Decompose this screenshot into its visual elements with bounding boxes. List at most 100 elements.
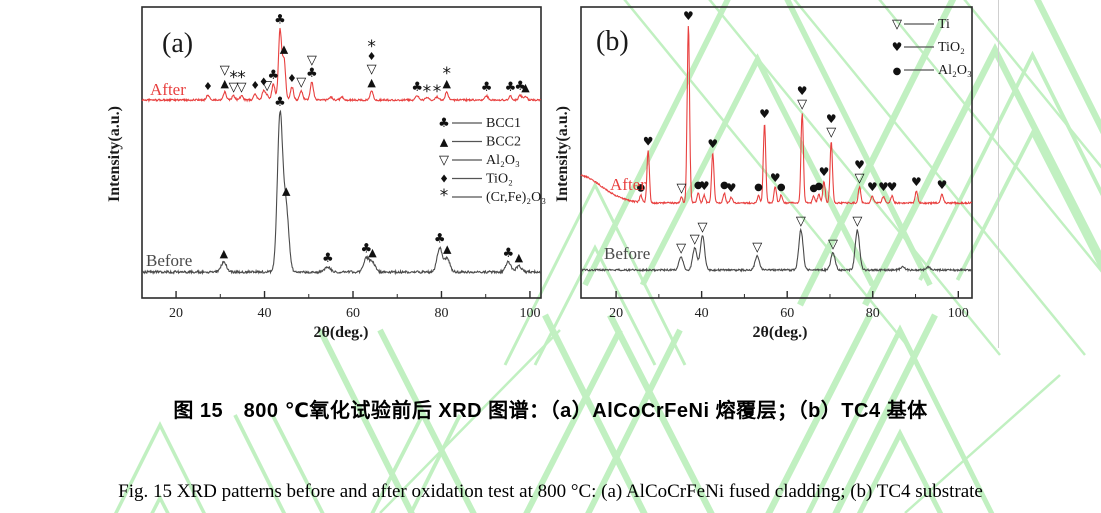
plot-a-peak-marker: ♣ [481,80,493,95]
plot-a-peak-marker: ♦ [250,79,260,92]
plot-b-tick-label-60: 60 [780,306,794,321]
plot-b-peak-marker: ● [814,181,823,192]
plot-a-tick-label-60: 60 [346,306,360,321]
legend-symbol-TiO₂: ♦ [439,173,449,186]
watermark-chevron-inner [607,313,873,513]
panel-a-before-label: Before [146,251,192,270]
plot-a-peak-marker: * [229,68,238,88]
plot-b-peak-marker: ♥ [867,180,878,194]
plot-a-peak-marker: ▽ [237,80,247,95]
plot-b-peak-marker: ♥ [699,179,710,193]
plot-b-peak-marker: ▽ [854,171,864,186]
legend-label-Al₂O₃: Al₂O₃ [938,63,972,78]
plot-b-peak-marker: ♥ [826,112,837,126]
legend-label-TiO₂: TiO₂ [486,172,513,187]
plot-a-peak-marker: ♣ [274,13,286,28]
panel-b-before-label: Before [604,244,650,263]
plot-a-peak-marker: ♣ [411,80,423,95]
plot-a-peak-marker: ▲ [220,77,229,90]
plot-b-peak-marker: ● [809,183,818,194]
panel-b-label: (b) [596,26,629,57]
plot-a-peak-marker: ♣ [274,95,286,110]
plot-b-peak-marker: ● [637,182,646,193]
watermark-chevron-inner [862,43,1101,307]
plot-b-peak-marker: ● [720,180,729,191]
plot-a-peak-marker: ♣ [514,79,526,94]
plot-a-peak-marker: * [433,82,442,102]
plot-a-peak-marker: ▽ [307,53,317,68]
watermark-chevron-inner [270,414,425,513]
watermark-chevron-outer [582,0,933,287]
plot-b-curve-before [580,227,972,273]
plot-a-legend: ♣ BCC1 ▲ BCC2 ▽ Al₂O₃ ♦ TiO₂ * (Cr,Fe)₂O₃ [438,116,546,206]
plot-a-frame [141,6,542,299]
plot-b-frame [580,6,973,299]
watermark-chevron-inner [377,328,623,513]
watermark-chevron-outer [797,0,1101,307]
plot-b: 20 40 60 80 100●♥▽♥●♥♥●♥ ●♥♥●▽♥●●♥▽♥▽♥♥ ♥♥ ♥ ♥▽▽… [580,6,973,321]
plot-a-peak-marker: ▽ [367,62,377,77]
legend-symbol-BCC2: ▲ [440,136,449,149]
plot-a-peak-marker: ▲ [521,81,530,94]
plot-a-peak-marker: ♦ [287,72,297,85]
watermark-chevron [542,313,938,513]
plot-a-tick-label-100: 100 [519,306,540,321]
plot-a-peak-marker: * [423,82,432,102]
plot-a-peak-marker: ▽ [296,75,306,90]
plot-a-tick-label-20: 20 [169,306,183,321]
watermark-chevron-outer [503,181,687,366]
plot-b-peak-marker: ♥ [854,158,865,172]
plot-a-peak-marker: ▽ [262,78,272,93]
watermark-diagonal [623,0,916,356]
legend-symbol-TiO₂: ♥ [892,40,903,54]
plot-b-peak-marker: ▽ [697,220,707,235]
plot-b-peak-marker: ♥ [770,171,781,185]
panel-b-xaxis-label: 2θ(deg.) [752,324,807,341]
plot-a-peak-marker: * [367,37,376,57]
plot-a-peak-marker: ▲ [368,246,377,259]
watermark-chevron-inner [533,244,657,366]
plot-a-peak-marker: ▽ [229,80,239,95]
plot-a-peak-marker: ▲ [515,251,524,264]
plot-b-peak-marker: ● [754,182,763,193]
legend-label-Ti: Ti [938,17,950,32]
legend-symbol-Al₂O₃: ● [893,66,902,77]
plot-a-peak-marker: ▲ [280,42,289,55]
plot-b-peak-marker: ▽ [677,181,687,196]
plot-b-peak-marker: ● [694,180,703,191]
watermark-diagonal [379,329,561,513]
plot-b-peak-marker: ♥ [683,9,694,23]
watermark-chevron-inner [955,128,1101,281]
watermark-chevron [805,324,995,513]
plot-a-curve-before [141,109,542,276]
plot-a-tick-label-40: 40 [258,306,272,321]
caption-chinese: 图 15 800 ℃氧化试验前后 XRD 图谱：（a）AlCoCrFeNi 熔覆… [173,400,928,422]
plot-a-peak-marker: ♣ [434,232,446,247]
plot-a-peak-marker: ▽ [220,63,230,78]
plot-b-peak-marker: ♥ [887,180,898,194]
watermark-chevron-outer [317,328,683,513]
plot-a-tick-label-80: 80 [434,306,448,321]
plot-b-peak-marker: ▽ [828,237,838,252]
watermark-diagonal [904,374,1061,513]
plot-a-peak-marker: ▲ [443,77,452,90]
plot-b-peak-marker: ♥ [707,137,718,151]
watermark-chevron [114,421,206,513]
watermark-diagonal [708,0,1001,356]
plots: 20 40 60 80 100♦ ▲▽▽*▽* ♦♦▽♣♣▲♦ ▽♣▽▲▽♦*♣ * * ▲*♣ ♣♣… [141,6,973,321]
legend-symbol-Ti: ▽ [892,17,902,32]
watermark-diagonal [793,0,1086,356]
legend-symbol-(Cr,Fe)₂O₃: * [440,186,449,206]
watermark-chevron-inner [150,493,170,513]
plot-a-peak-marker: ♣ [502,246,514,261]
plot-b-peak-marker: ▽ [797,97,807,112]
plot-a-peak-marker: ▲ [282,185,291,198]
watermark-diagonal [963,0,1101,169]
watermark [114,0,1101,513]
plot-b-tick-label-80: 80 [866,306,880,321]
watermark-chevron-outer [542,313,938,513]
plot-b-peak-marker: ♥ [878,180,889,194]
panel-b-after-label: After [610,175,646,194]
panel-b-yaxis-label: Intensity(a.u.) [554,106,571,202]
